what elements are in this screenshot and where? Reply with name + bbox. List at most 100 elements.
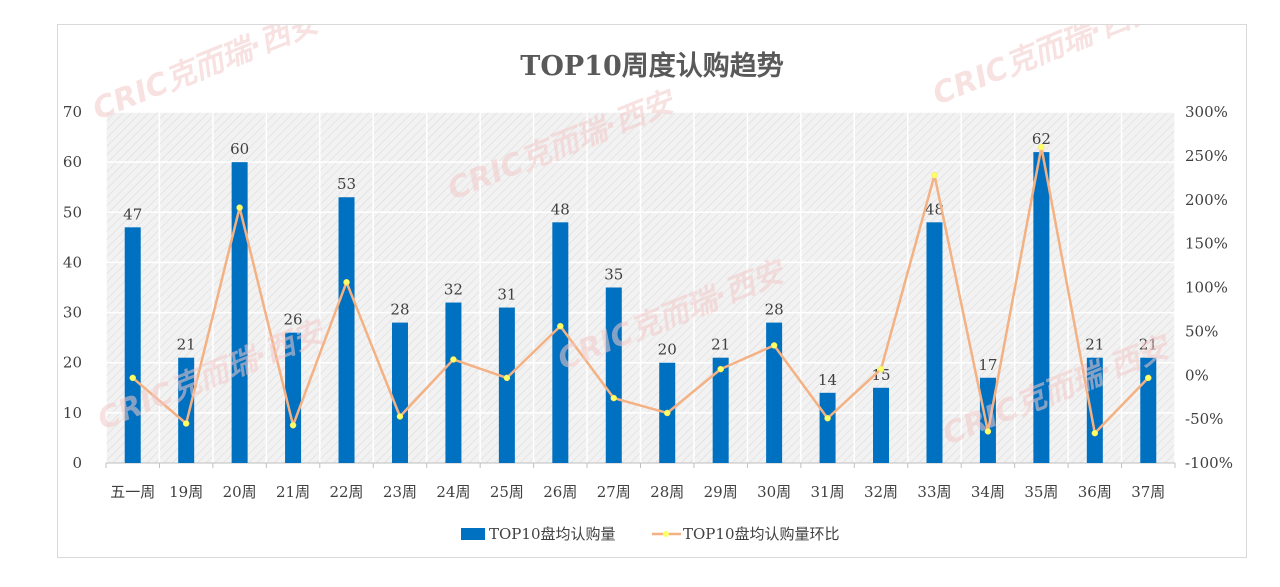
y-right-tick-label: -50% (1185, 410, 1223, 428)
bar (979, 377, 996, 463)
x-tick-label: 25周 (490, 483, 524, 501)
bar-value-label: 15 (871, 366, 890, 384)
y-right-tick-label: 150% (1185, 235, 1228, 253)
legend-label-bar: TOP10盘均认购量 (489, 525, 615, 543)
bar (124, 227, 141, 463)
y-right-tick-label: 50% (1185, 322, 1218, 340)
line-point (984, 428, 992, 435)
bar (391, 322, 408, 463)
line-point (129, 374, 136, 382)
x-tick-label: 20周 (223, 483, 257, 501)
y-right-tick-label: 200% (1185, 191, 1228, 209)
line-point (396, 413, 404, 420)
y-left-tick-label: 40 (63, 253, 82, 271)
bar (1140, 357, 1157, 463)
bar (1086, 357, 1103, 463)
bar-value-label: 35 (604, 266, 623, 284)
x-tick-label: 24周 (436, 483, 470, 501)
y-left-tick-label: 70 (63, 103, 82, 121)
bar (445, 302, 462, 463)
line-point (503, 374, 511, 382)
bar (873, 387, 890, 463)
bar-value-label: 62 (1032, 130, 1051, 148)
bar (498, 307, 515, 463)
bar (819, 392, 836, 463)
bar (231, 162, 248, 463)
bar-value-label: 53 (337, 175, 356, 193)
bar (178, 357, 195, 463)
x-tick-label: 37周 (1131, 483, 1165, 501)
bar (285, 332, 302, 463)
legend: TOP10盘均认购量 TOP10盘均认购量环比 (461, 525, 839, 543)
y-left-tick-label: 10 (63, 404, 82, 422)
bar-value-label: 28 (765, 301, 784, 319)
chart-title: TOP10周度认购趋势 (520, 50, 784, 82)
bar-value-label: 20 (658, 341, 677, 359)
line-point (663, 409, 671, 417)
series-line (131, 145, 1150, 435)
bar (338, 197, 355, 463)
bar (712, 357, 729, 463)
x-tick-label: 31周 (811, 483, 845, 501)
x-tick-label: 29周 (704, 483, 738, 501)
legend-label-line: TOP10盘均认购量环比 (683, 525, 839, 543)
line-point (1145, 374, 1152, 382)
x-tick-label: 22周 (329, 483, 363, 501)
legend-swatch-marker (663, 531, 669, 537)
chart-canvas: TOP10周度认购趋势 0 10 20 30 40 50 60 70 -100% -50% 0% 50… (63, 25, 1233, 543)
chart-frame: TOP10周度认购趋势 0 10 20 30 40 50 60 70 -100% -50% 0% 50… (57, 24, 1247, 558)
x-tick-label: 36周 (1078, 483, 1112, 501)
y-right-tick-label: 250% (1185, 147, 1228, 165)
bar (766, 322, 783, 463)
x-tick-label: 35周 (1024, 483, 1058, 501)
x-tick-label: 28周 (650, 483, 684, 501)
bar (1033, 152, 1050, 463)
bar-value-label: 60 (230, 140, 249, 158)
watermark: CRIC克而瑞·西安 (928, 25, 1167, 112)
bar-value-label: 32 (444, 281, 463, 299)
y-left-tick-label: 60 (63, 153, 82, 171)
bar-value-label: 14 (818, 371, 837, 389)
bar-value-label: 21 (1139, 336, 1158, 354)
y-right-tick-label: 100% (1185, 279, 1228, 297)
bar-value-label: 48 (551, 200, 570, 218)
x-tick-label: 19周 (169, 483, 203, 501)
bar-value-label: 21 (1085, 336, 1104, 354)
bar-value-label: 26 (284, 311, 303, 329)
bar-value-label: 48 (925, 200, 944, 218)
line-point (236, 204, 243, 211)
line-point (770, 342, 778, 349)
legend-swatch-bar (461, 528, 485, 540)
bar (605, 287, 622, 463)
line-point (717, 365, 724, 373)
bar-value-label: 28 (390, 301, 409, 319)
x-tick-label: 21周 (276, 483, 310, 501)
line-point (557, 322, 564, 330)
bar-value-label: 31 (497, 286, 516, 304)
x-tick-label: 34周 (971, 483, 1005, 501)
line-point (610, 394, 618, 402)
line-point (877, 365, 885, 373)
x-tick-label: 26周 (543, 483, 577, 501)
bar-value-label: 17 (978, 356, 997, 374)
bar (926, 222, 943, 463)
y-left-tick-label: 30 (63, 304, 82, 322)
y-right-tick-label: 0% (1185, 366, 1209, 384)
x-tick-label: 27周 (597, 483, 631, 501)
line-point (343, 278, 350, 286)
x-tick-label: 30周 (757, 483, 791, 501)
line-point (450, 356, 457, 363)
line-point (289, 422, 297, 429)
bar (552, 222, 569, 463)
y-left-tick-label: 20 (63, 354, 82, 372)
plot-area: 0 10 20 30 40 50 60 70 -100% -50% 0% 50% 100% 150% 200… (63, 103, 1233, 501)
line-point (931, 171, 938, 179)
line-point (1038, 143, 1045, 151)
y-left-tick-label: 0 (72, 454, 82, 472)
line-point (824, 414, 831, 422)
y-left-tick-label: 50 (63, 203, 82, 221)
x-tick-label: 33周 (917, 483, 951, 501)
y-right-tick-label: -100% (1185, 454, 1233, 472)
x-tick-label: 32周 (864, 483, 898, 501)
y-right-tick-label: 300% (1185, 103, 1228, 121)
